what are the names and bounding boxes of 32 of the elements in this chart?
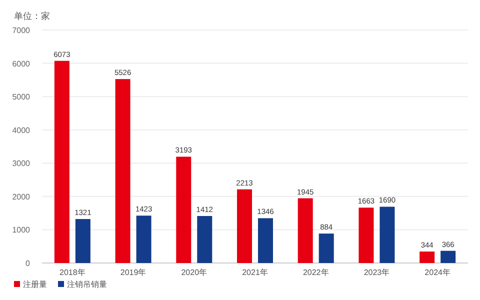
x-tick-label: 2021年 (242, 268, 268, 277)
y-tick-label: 7000 (12, 26, 31, 35)
y-tick-label: 2000 (12, 192, 31, 202)
x-tick-label: 2019年 (120, 268, 146, 277)
legend-label: 注销吊销量 (67, 280, 107, 289)
bar (380, 206, 395, 263)
bar (197, 216, 212, 263)
x-tick-label: 2024年 (424, 268, 450, 277)
bar (318, 234, 334, 263)
legend-label: 注册量 (23, 280, 47, 289)
bar (358, 208, 374, 263)
bar (420, 252, 435, 263)
bar (237, 189, 252, 263)
x-tick-label: 2020年 (181, 268, 208, 277)
bar (440, 250, 456, 263)
y-tick-label: 1000 (12, 226, 31, 235)
x-tick-label: 2023年 (364, 268, 390, 277)
y-tick-label: 4000 (12, 126, 31, 135)
bar (115, 79, 130, 263)
bar (258, 218, 273, 263)
y-tick-label: 0 (26, 259, 31, 268)
x-tick-label: 2022年 (302, 268, 329, 277)
bar (136, 216, 152, 263)
bar (298, 198, 313, 263)
bar (54, 60, 70, 263)
text: 单位：家 (14, 11, 50, 21)
bar (176, 156, 192, 263)
x-tick-label: 2018年 (60, 268, 86, 277)
bar (75, 219, 90, 263)
y-tick-label: 3000 (12, 159, 31, 168)
y-tick-label: 6000 (12, 59, 31, 68)
y-tick-label: 5000 (12, 92, 31, 102)
